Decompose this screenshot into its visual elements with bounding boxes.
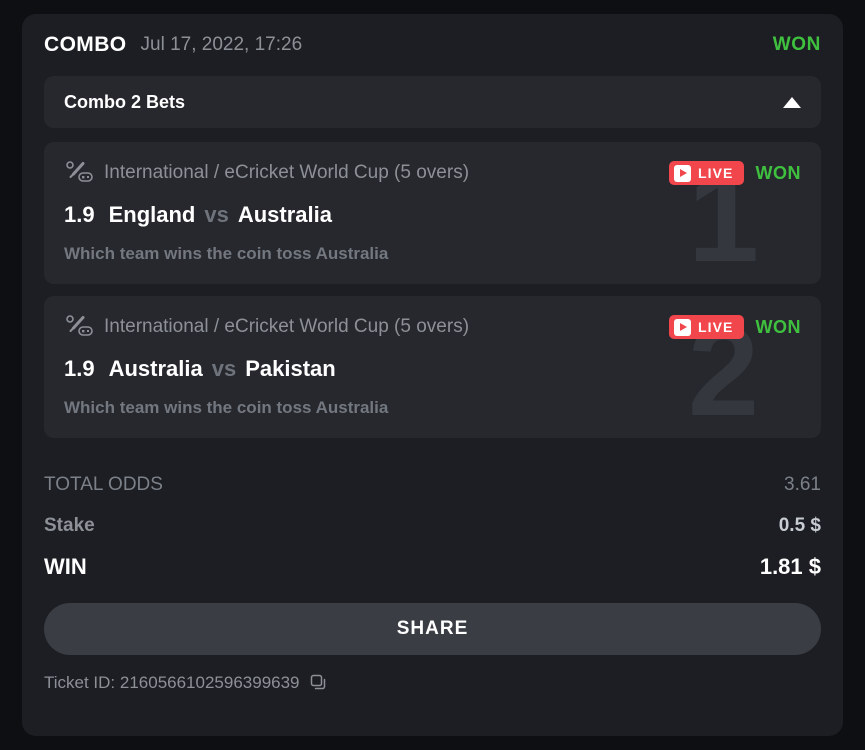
combo-bets-toggle[interactable]: Combo 2 Bets	[44, 76, 821, 128]
ticket-summary: TOTAL ODDS 3.61 Stake 0.5 $ WIN 1.81 $	[22, 450, 843, 587]
total-odds-label: TOTAL ODDS	[44, 473, 163, 495]
vs-separator: vs	[211, 356, 237, 381]
copy-icon[interactable]	[310, 674, 328, 692]
ticket-header: COMBO Jul 17, 2022, 17:26 WON	[22, 14, 843, 76]
share-button[interactable]: SHARE	[44, 603, 821, 655]
live-badge: LIVE	[668, 315, 744, 339]
total-odds-row: TOTAL ODDS 3.61	[44, 464, 821, 505]
bet-status-group: LIVE WON	[668, 315, 801, 339]
team-home: Australia	[108, 356, 203, 381]
stake-row: Stake 0.5 $	[44, 505, 821, 546]
bet-odds: 1.9	[64, 202, 95, 227]
bet-selection-row: 1.9 Australia vs Pakistan	[64, 356, 801, 382]
play-icon	[673, 164, 691, 182]
bet-date: Jul 17, 2022, 17:26	[140, 34, 303, 55]
ecricket-icon	[64, 160, 94, 186]
bet-status-badge: WON	[755, 162, 801, 183]
live-label: LIVE	[697, 319, 734, 335]
ticket-status-badge: WON	[772, 34, 821, 55]
league-name: International / eCricket World Cup (5 ov…	[104, 162, 470, 183]
ticket-footer: Ticket ID: 2160566102596399639	[22, 655, 843, 693]
stake-label: Stake	[44, 514, 95, 536]
bet-header-row: International / eCricket World Cup (5 ov…	[64, 160, 801, 186]
ecricket-icon	[64, 314, 94, 340]
combo-bets-label: Combo 2 Bets	[64, 91, 186, 112]
win-label: WIN	[44, 553, 87, 579]
bet-status-badge: WON	[755, 316, 801, 337]
bet-type-label: COMBO	[44, 33, 127, 56]
team-away: Australia	[237, 202, 333, 227]
win-row: WIN 1.81 $	[44, 546, 821, 587]
list-item[interactable]: 1 International / eCricket World Cup (5 …	[44, 142, 821, 284]
bet-status-group: LIVE WON	[668, 161, 801, 185]
win-value: 1.81 $	[759, 553, 821, 579]
live-badge: LIVE	[668, 161, 744, 185]
list-item[interactable]: 2 International / eCricket World Cup (5 …	[44, 296, 821, 438]
bet-ticket-card: COMBO Jul 17, 2022, 17:26 WON Combo 2 Be…	[22, 14, 843, 736]
team-away: Pakistan	[245, 356, 336, 381]
bet-header-row: International / eCricket World Cup (5 ov…	[64, 314, 801, 340]
live-label: LIVE	[697, 165, 734, 181]
ticket-id: Ticket ID: 2160566102596399639	[44, 673, 300, 692]
bet-selection-row: 1.9 England vs Australia	[64, 202, 801, 228]
bet-market-description: Which team wins the coin toss Australia	[64, 398, 389, 417]
play-icon	[673, 318, 691, 336]
total-odds-value: 3.61	[784, 473, 821, 495]
team-home: England	[108, 202, 196, 227]
stake-value: 0.5 $	[778, 514, 821, 536]
bets-list: 1 International / eCricket World Cup (5 …	[22, 142, 843, 438]
chevron-up-icon[interactable]	[783, 96, 801, 108]
bet-market-description: Which team wins the coin toss Australia	[64, 244, 389, 263]
league-name: International / eCricket World Cup (5 ov…	[104, 316, 470, 337]
bet-odds: 1.9	[64, 356, 95, 381]
vs-separator: vs	[204, 202, 229, 227]
